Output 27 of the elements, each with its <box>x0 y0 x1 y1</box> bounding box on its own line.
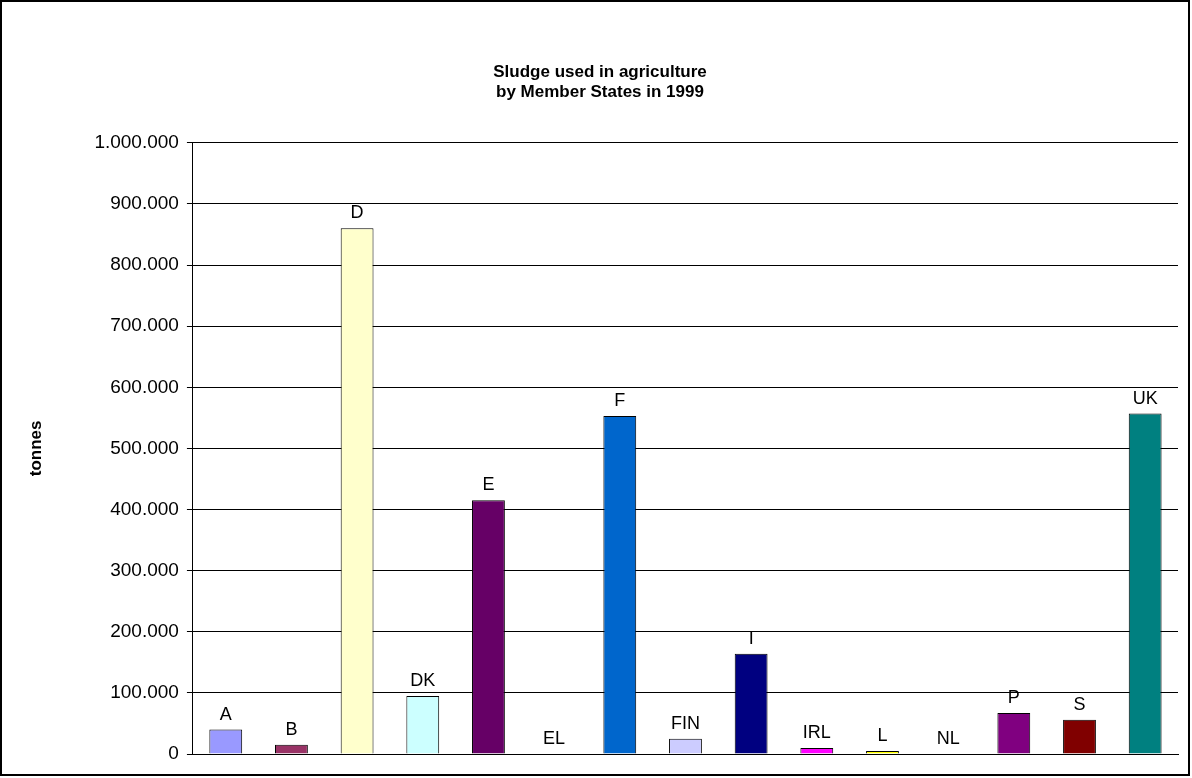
y-tick-label: 900.000 <box>110 192 179 214</box>
text: by Member States in 1999 <box>496 82 704 102</box>
x-tick-label: DK <box>410 669 436 690</box>
y-tick-label: 1.000.000 <box>94 131 179 153</box>
x-tick-label: S <box>1073 693 1086 714</box>
y-tick-label: 400.000 <box>110 497 179 519</box>
x-tick-label: B <box>285 718 298 739</box>
text: Sludge used in agriculture <box>493 61 707 81</box>
x-tick-label: IRL <box>802 721 831 742</box>
y-tick-label: 300.000 <box>110 558 179 580</box>
x-tick-label: EL <box>543 727 566 748</box>
x-tick-label: UK <box>1132 387 1158 408</box>
x-tick-label: E <box>482 474 495 495</box>
y-tick-label: 200.000 <box>110 619 179 641</box>
y-axis-title: tonnes <box>25 420 45 477</box>
x-tick-label: A <box>219 703 232 724</box>
y-tick-label: 600.000 <box>110 375 179 397</box>
y-tick-label: 700.000 <box>110 314 179 336</box>
y-tick-label: 500.000 <box>110 436 179 458</box>
x-tick-label: FIN <box>670 712 700 733</box>
x-tick-label: NL <box>936 727 960 748</box>
x-tick-label: D <box>350 202 364 223</box>
y-tick-label: 0 <box>168 742 179 764</box>
x-tick-label: F <box>614 389 626 410</box>
y-tick-label: 800.000 <box>110 253 179 275</box>
x-tick-label: L <box>877 724 888 745</box>
y-tick-label: 100.000 <box>110 681 179 703</box>
